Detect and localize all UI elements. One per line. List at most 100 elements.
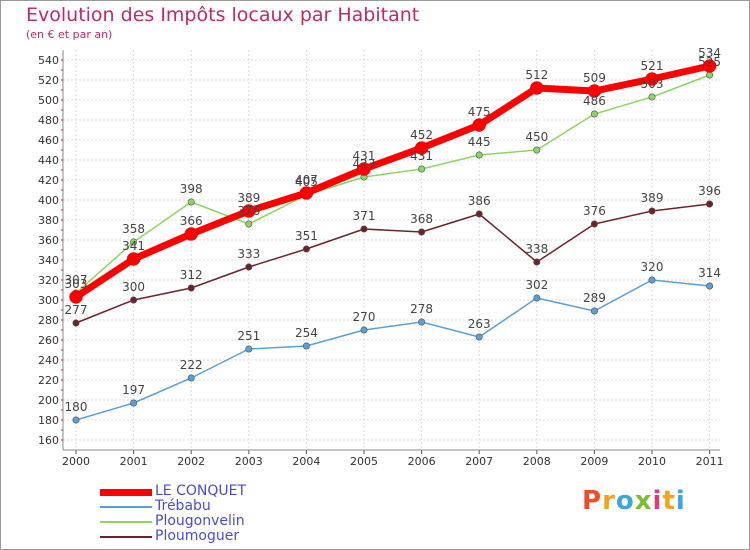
y-tick-label: 480 — [38, 114, 59, 127]
data-point — [590, 220, 598, 228]
data-label-layer: 180 197 222 251 254 270 278 263 302 289 320 314 277 3… — [65, 46, 722, 414]
x-tick-label: 2009 — [580, 455, 608, 468]
series-layer — [69, 59, 717, 424]
data-label: 389 — [641, 191, 664, 205]
data-point — [418, 318, 426, 326]
x-tick-label: 2011 — [696, 455, 724, 468]
plot-area — [63, 50, 720, 450]
data-point — [475, 210, 483, 218]
data-label: 368 — [410, 212, 433, 226]
y-tick-label: 280 — [38, 314, 59, 327]
legend-label: Trébabu — [155, 498, 211, 514]
data-label: 289 — [583, 291, 606, 305]
line-chart: 160 180 200 220 240 260 280 300 320 340 360 380 400 4… — [38, 46, 724, 468]
x-tick-label: 2002 — [177, 455, 205, 468]
data-label: 366 — [180, 214, 203, 228]
legend-label: LE CONQUET — [155, 483, 247, 499]
data-point — [302, 245, 310, 253]
legend-swatch — [100, 488, 152, 496]
data-point — [702, 59, 717, 73]
logo-letter: t — [662, 486, 676, 516]
legend-swatch — [100, 521, 152, 523]
data-point — [302, 342, 310, 350]
x-tick-label: 2003 — [235, 455, 263, 468]
y-tick-label: 440 — [38, 154, 59, 167]
chart-subtitle: (en € et par an) — [26, 28, 113, 41]
data-point — [187, 198, 195, 206]
data-point — [475, 333, 483, 341]
data-label: 371 — [353, 209, 376, 223]
data-label: 525 — [698, 55, 721, 69]
data-label: 376 — [237, 204, 260, 218]
y-tick-label: 460 — [38, 134, 59, 147]
data-label: 341 — [122, 239, 145, 253]
data-label: 251 — [237, 329, 260, 343]
data-label: 312 — [180, 268, 203, 282]
data-point — [414, 141, 429, 155]
series-line-plougonvelin — [75, 74, 711, 294]
data-label: 302 — [525, 278, 548, 292]
logo-letter: o — [615, 486, 635, 516]
x-tick-label: 2008 — [523, 455, 551, 468]
y-tick-label: 220 — [38, 374, 59, 387]
series-line-tr-babu — [75, 279, 711, 421]
data-point — [418, 228, 426, 236]
data-label: 300 — [122, 280, 145, 294]
proxiti-logo: Proxiti — [582, 486, 686, 516]
data-point — [648, 276, 656, 284]
y-tick-label: 200 — [38, 394, 59, 407]
data-label: 197 — [122, 383, 145, 397]
x-tick-label: 2001 — [120, 455, 148, 468]
logo-letter: r — [602, 486, 616, 516]
y-tick-label: 540 — [38, 54, 59, 67]
data-label: 278 — [410, 302, 433, 316]
data-point — [187, 284, 195, 292]
data-label: 277 — [65, 303, 88, 317]
logo-letter: x — [634, 486, 653, 516]
data-label: 314 — [698, 266, 721, 280]
data-label: 389 — [237, 191, 260, 205]
data-point — [245, 220, 253, 228]
x-tick-label: 2000 — [62, 455, 90, 468]
data-label: 396 — [698, 184, 721, 198]
data-label: 475 — [468, 105, 491, 119]
y-tick-label: 240 — [38, 354, 59, 367]
data-point — [130, 238, 138, 246]
data-point — [72, 319, 80, 327]
y-tick-label: 320 — [38, 274, 59, 287]
data-point — [590, 110, 598, 118]
y-tick-label: 160 — [38, 434, 59, 447]
series-line-ploumoguer — [75, 203, 711, 324]
grid-layer — [63, 50, 720, 450]
data-point — [533, 146, 541, 154]
data-label: 486 — [583, 94, 606, 108]
logo-letter: P — [582, 486, 603, 516]
y-tick-label: 360 — [38, 234, 59, 247]
data-point — [587, 84, 602, 98]
data-point — [184, 227, 198, 241]
data-point — [475, 151, 483, 159]
data-label: 303 — [65, 277, 88, 291]
axis-layer: 160 180 200 220 240 260 280 300 320 340 360 380 400 4… — [38, 50, 724, 468]
data-label: 351 — [295, 229, 318, 243]
data-label: 222 — [180, 358, 203, 372]
data-label: 254 — [295, 326, 318, 340]
data-label: 512 — [525, 68, 548, 82]
data-point — [130, 399, 138, 407]
data-label: 333 — [237, 247, 260, 261]
data-point — [645, 72, 659, 86]
legend-label: Plougonvelin — [155, 513, 245, 529]
data-label: 521 — [641, 59, 664, 73]
data-point — [126, 252, 141, 266]
data-point — [360, 326, 368, 334]
data-point — [706, 282, 714, 290]
data-point — [360, 225, 368, 233]
data-point — [245, 263, 253, 271]
x-tick-label: 2010 — [638, 455, 666, 468]
data-point — [72, 416, 80, 424]
y-tick-label: 400 — [38, 194, 59, 207]
data-label: 398 — [180, 182, 203, 196]
data-point — [648, 93, 656, 101]
x-tick-label: 2006 — [408, 455, 436, 468]
data-point — [245, 345, 253, 353]
